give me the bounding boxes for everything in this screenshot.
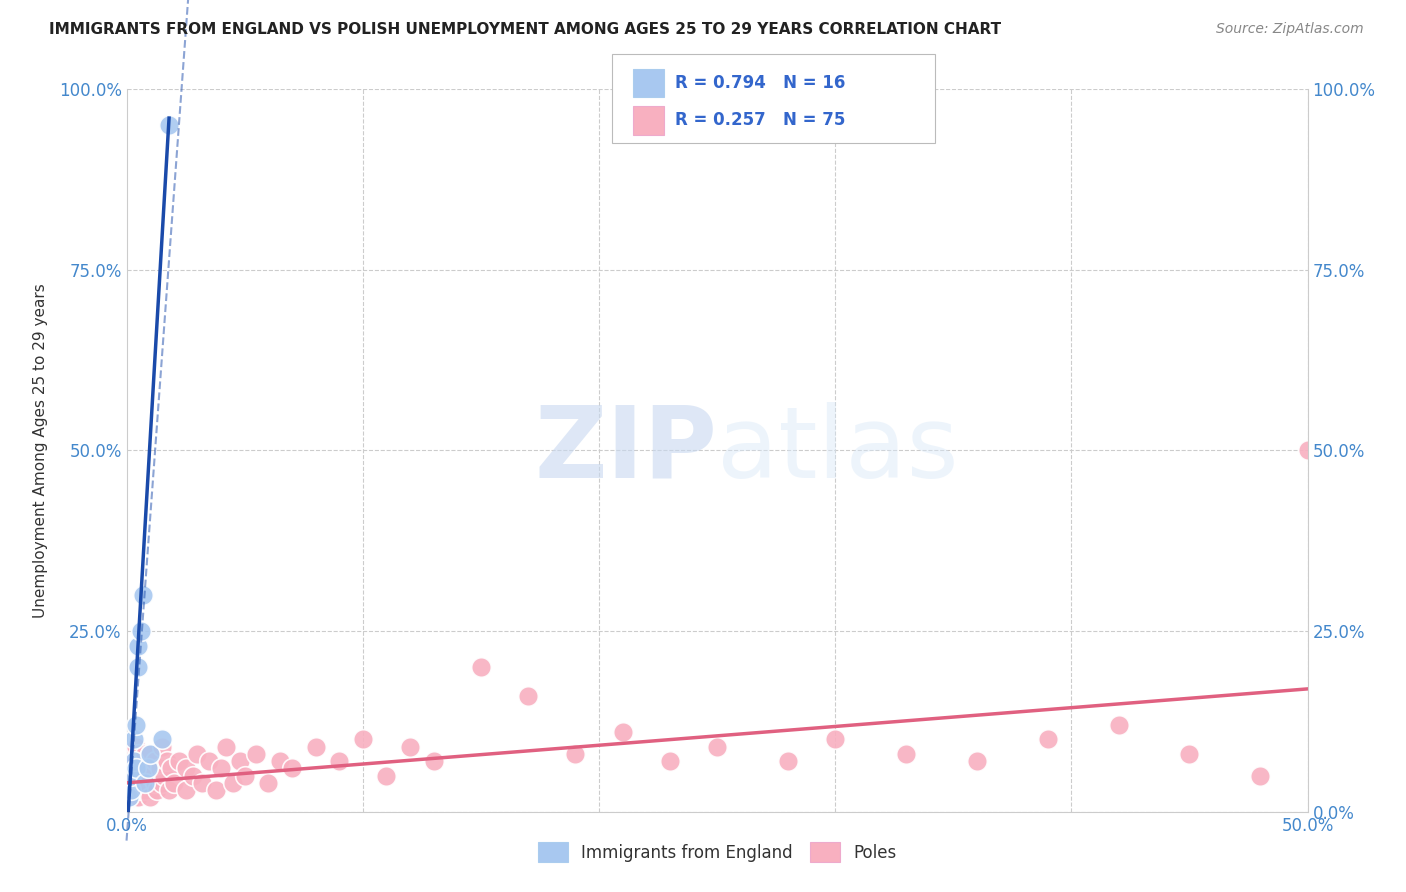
Point <box>139 790 162 805</box>
Point <box>136 776 159 790</box>
Point <box>132 588 155 602</box>
Text: Source: ZipAtlas.com: Source: ZipAtlas.com <box>1216 22 1364 37</box>
Point <box>352 732 374 747</box>
Point <box>129 761 152 775</box>
Point <box>156 754 179 768</box>
Point <box>233 769 256 783</box>
Point <box>222 776 245 790</box>
Point <box>150 739 173 754</box>
Point <box>198 754 221 768</box>
Point <box>245 747 267 761</box>
Point <box>129 624 152 639</box>
Point <box>894 747 917 761</box>
Point <box>118 790 141 805</box>
Point <box>143 776 166 790</box>
Point <box>186 747 208 761</box>
Point <box>163 776 186 790</box>
Point <box>120 769 142 783</box>
Point <box>1296 443 1319 458</box>
Point <box>146 783 169 797</box>
Text: ZIP: ZIP <box>534 402 717 499</box>
Text: R = 0.257   N = 75: R = 0.257 N = 75 <box>675 112 845 129</box>
Point <box>118 790 141 805</box>
Point <box>157 783 180 797</box>
Point <box>658 754 681 768</box>
Text: atlas: atlas <box>717 402 959 499</box>
Point <box>125 718 148 732</box>
Point <box>149 761 172 775</box>
Point <box>1249 769 1271 783</box>
Point <box>125 761 148 775</box>
Point <box>1036 732 1059 747</box>
Point <box>120 783 142 797</box>
Point <box>399 739 422 754</box>
Point <box>167 754 190 768</box>
Point <box>1108 718 1130 732</box>
Point <box>120 747 142 761</box>
Point <box>517 689 540 703</box>
Point <box>215 739 238 754</box>
Point <box>157 119 180 133</box>
Point <box>209 761 232 775</box>
Point <box>824 732 846 747</box>
Point <box>127 790 149 805</box>
Point <box>229 754 252 768</box>
Point <box>1178 747 1201 761</box>
Point <box>470 660 492 674</box>
Point <box>118 761 141 775</box>
Point <box>328 754 350 768</box>
Point <box>122 754 145 768</box>
Point <box>134 769 156 783</box>
Point <box>181 769 204 783</box>
Point <box>120 769 142 783</box>
Point <box>150 732 173 747</box>
Point <box>125 783 148 797</box>
Point <box>375 769 398 783</box>
Point <box>122 790 145 805</box>
Point <box>174 783 197 797</box>
Point <box>160 761 183 775</box>
Point <box>125 761 148 775</box>
Point <box>706 739 728 754</box>
Point <box>269 754 291 768</box>
Point <box>125 739 148 754</box>
Legend: Immigrants from England, Poles: Immigrants from England, Poles <box>531 836 903 869</box>
Point <box>205 783 228 797</box>
Point <box>136 761 159 775</box>
Point <box>127 660 149 674</box>
Point <box>127 639 149 653</box>
Point <box>139 747 162 761</box>
Point <box>132 776 155 790</box>
Point <box>127 747 149 761</box>
Point <box>612 725 634 739</box>
Point <box>139 747 162 761</box>
Point <box>122 732 145 747</box>
Point <box>143 754 166 768</box>
Point <box>122 754 145 768</box>
Point <box>127 769 149 783</box>
Point <box>966 754 988 768</box>
Text: R = 0.794   N = 16: R = 0.794 N = 16 <box>675 74 845 92</box>
Y-axis label: Unemployment Among Ages 25 to 29 years: Unemployment Among Ages 25 to 29 years <box>32 283 48 618</box>
Point <box>139 769 162 783</box>
Point <box>257 776 280 790</box>
Point <box>136 761 159 775</box>
Point <box>174 761 197 775</box>
Point <box>129 783 152 797</box>
Point <box>134 783 156 797</box>
Point <box>776 754 799 768</box>
Point <box>191 776 214 790</box>
Text: IMMIGRANTS FROM ENGLAND VS POLISH UNEMPLOYMENT AMONG AGES 25 TO 29 YEARS CORRELA: IMMIGRANTS FROM ENGLAND VS POLISH UNEMPL… <box>49 22 1001 37</box>
Point <box>120 783 142 797</box>
Point <box>134 747 156 761</box>
Point <box>134 776 156 790</box>
Point <box>564 747 586 761</box>
Point <box>122 769 145 783</box>
Point <box>132 754 155 768</box>
Point <box>422 754 444 768</box>
Point <box>304 739 326 754</box>
Point <box>281 761 304 775</box>
Point <box>153 769 176 783</box>
Point <box>150 776 173 790</box>
